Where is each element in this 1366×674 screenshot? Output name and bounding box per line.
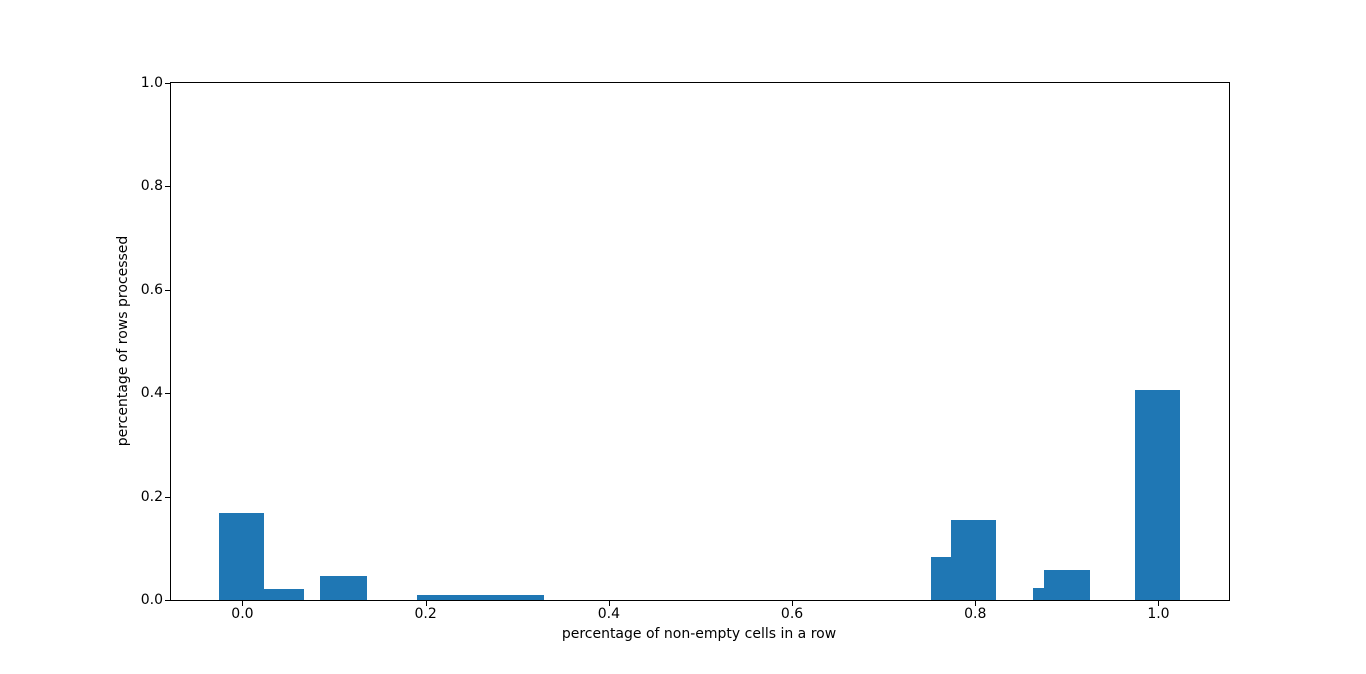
plot-area xyxy=(170,82,1230,601)
y-axis-label: percentage of rows processed xyxy=(115,235,131,447)
histogram-bar xyxy=(320,575,367,600)
y-tick-label: 0.6 xyxy=(140,281,163,298)
x-tick-label: 0.8 xyxy=(964,606,987,622)
histogram-bar xyxy=(1032,588,1044,600)
histogram-bar xyxy=(951,519,997,600)
histogram-bar xyxy=(218,512,265,600)
y-tick-mark xyxy=(165,600,170,601)
histogram-bar xyxy=(1134,390,1181,600)
x-tick-mark xyxy=(792,601,794,606)
x-tick-mark xyxy=(608,601,610,606)
y-tick-label: 1.0 xyxy=(140,75,163,91)
y-tick-label: 0.0 xyxy=(140,592,163,608)
x-tick-label: 0.2 xyxy=(414,606,437,622)
x-tick-label: 0.4 xyxy=(597,606,620,622)
x-tick-mark xyxy=(975,601,977,606)
y-tick-mark xyxy=(165,496,170,498)
y-tick-label: 0.2 xyxy=(140,488,163,505)
histogram-bar xyxy=(417,594,544,600)
x-tick-mark xyxy=(1158,601,1160,606)
x-axis-label: percentage of non-empty cells in a row xyxy=(561,626,837,642)
x-tick-mark xyxy=(425,601,427,606)
x-tick-mark xyxy=(242,601,244,606)
y-tick-mark xyxy=(165,393,170,395)
histogram-bar xyxy=(1043,570,1090,600)
y-tick-label: 0.8 xyxy=(140,178,163,195)
y-tick-mark xyxy=(165,83,170,84)
histogram-bar xyxy=(931,556,952,600)
x-tick-label: 1.0 xyxy=(1147,606,1170,622)
x-tick-label: 0.0 xyxy=(231,606,254,622)
y-tick-mark xyxy=(165,289,170,291)
x-tick-label: 0.6 xyxy=(780,606,804,622)
histogram-bar xyxy=(264,588,304,600)
y-tick-mark xyxy=(165,186,170,188)
y-tick-label: 0.4 xyxy=(140,385,163,402)
